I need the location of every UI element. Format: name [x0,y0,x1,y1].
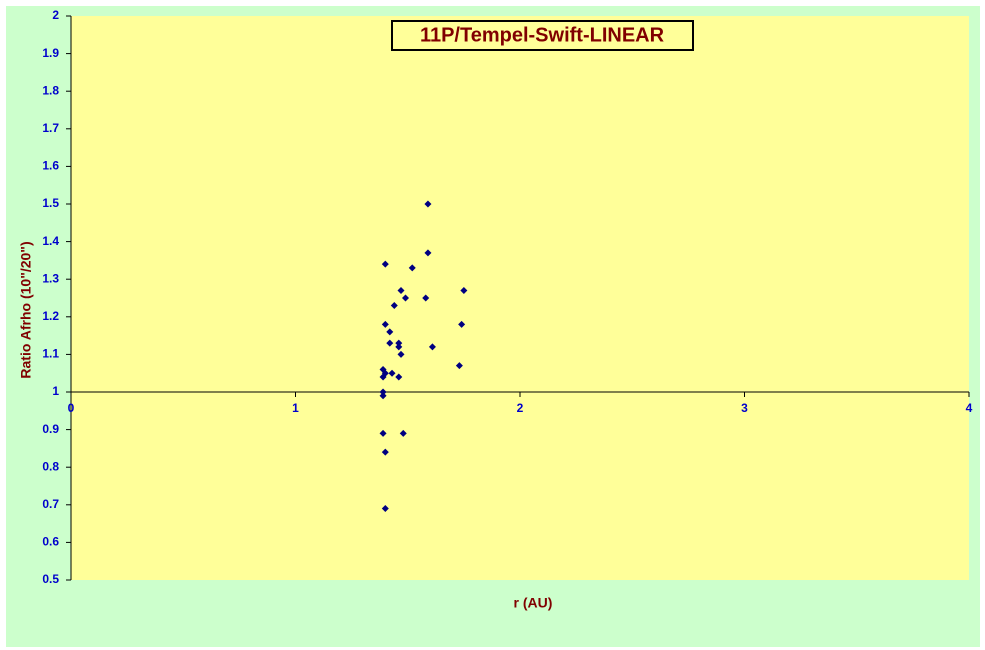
data-point [424,249,432,257]
plot-layer: 0.5 0.6 0.7 0.8 0.9 1 1.1 1.2 1.3 1.4 1.5 1.6 1.7 1.8… [42,8,972,586]
y-tick-label: 2 [52,8,59,22]
data-point [386,339,394,347]
chart-title: 11P/Tempel-Swift-LINEAR [420,24,665,46]
y-tick-label: 1.9 [42,46,59,60]
data-point [381,448,389,456]
y-tick-label: 1.4 [42,234,59,248]
y-tick-label: 0.6 [42,535,59,549]
data-point [395,343,403,351]
x-tick-label: 4 [966,401,973,415]
data-point [424,200,432,208]
y-tick-label: 1.1 [42,347,59,361]
data-point [397,286,405,294]
data-point [386,328,394,336]
x-tick-label: 1 [292,401,299,415]
x-tick-label: 0 [68,401,75,415]
data-point [379,392,387,400]
title-box [391,20,694,51]
data-point [381,260,389,268]
data-point [388,369,396,377]
data-point [460,286,468,294]
y-tick-label: 1.7 [42,121,59,135]
y-tick-label: 1.5 [42,196,59,210]
plot-area [71,16,969,580]
y-tick-label: 1.2 [42,309,59,323]
y-tick-label: 0.7 [42,497,59,511]
data-point [397,350,405,358]
y-tick-label: 0.5 [42,572,59,586]
x-tick-label: 2 [517,401,524,415]
y-axis-label: Ratio Afrho (10"/20") [18,241,34,378]
data-point [395,373,403,381]
data-point [381,505,389,513]
data-point [390,302,398,310]
y-tick-label: 1.8 [42,83,59,97]
data-point [408,264,416,272]
data-point [402,294,410,302]
y-tick-label: 1.3 [42,271,59,285]
data-point [379,373,387,381]
data-point [458,320,466,328]
y-tick-label: 0.9 [42,422,59,436]
data-point [381,320,389,328]
data-point [455,362,463,370]
data-point [395,339,403,347]
x-tick-label: 3 [741,401,748,415]
x-axis-label: r (AU) [514,595,553,611]
data-point [379,388,387,396]
data-point [399,429,407,437]
y-tick-label: 1 [52,384,59,398]
data-point [422,294,430,302]
y-tick-label: 1.6 [42,159,59,173]
data-point [428,343,436,351]
y-tick-label: 0.8 [42,459,59,473]
data-point [379,429,387,437]
